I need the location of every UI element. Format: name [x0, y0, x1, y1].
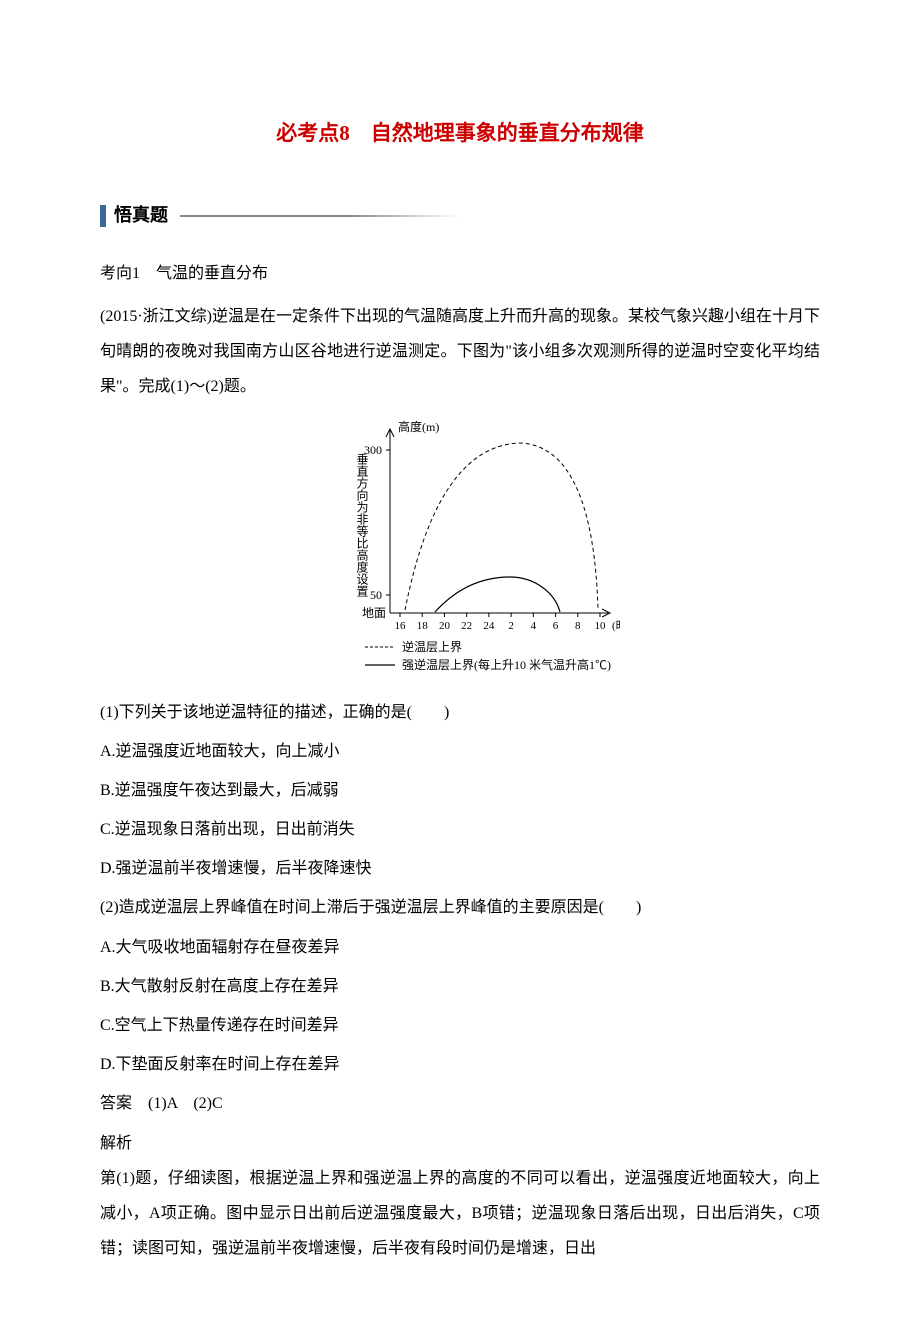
svg-text:10: 10 — [595, 620, 607, 632]
answer-line: 答案 (1)A (2)C — [100, 1086, 820, 1121]
section-bar — [100, 205, 106, 227]
svg-text:8: 8 — [575, 620, 581, 632]
q1-option-c: C.逆温现象日落前出现，日出前消失 — [100, 812, 820, 847]
svg-text:6: 6 — [553, 620, 559, 632]
svg-text:地面: 地面 — [362, 606, 386, 620]
q2-option-c: C.空气上下热量传递存在时间差异 — [100, 1008, 820, 1043]
q1-option-b: B.逆温强度午夜达到最大，后减弱 — [100, 773, 820, 808]
svg-text:高度(m): 高度(m) — [398, 419, 439, 434]
chart-svg: 高度(m)50300垂直方向为非等比高度设置地面1618202224246810… — [300, 415, 620, 685]
svg-text:18: 18 — [417, 620, 429, 632]
svg-text:22: 22 — [461, 620, 472, 632]
question-2: (2)造成逆温层上界峰值在时间上滞后于强逆温层上界峰值的主要原因是( ) — [100, 890, 820, 925]
svg-text:20: 20 — [439, 620, 451, 632]
svg-text:强逆温层上界(每上升10 米气温升高1℃): 强逆温层上界(每上升10 米气温升高1℃) — [402, 657, 611, 672]
q1-option-d: D.强逆温前半夜增速慢，后半夜降速快 — [100, 851, 820, 886]
intro-paragraph: (2015·浙江文综)逆温是在一定条件下出现的气温随高度上升而升高的现象。某校气… — [100, 299, 820, 405]
inversion-chart: 高度(m)50300垂直方向为非等比高度设置地面1618202224246810… — [100, 415, 820, 685]
section-label: 悟真题 — [114, 196, 168, 236]
topic-heading: 考向1 气温的垂直分布 — [100, 256, 820, 291]
svg-text:50: 50 — [370, 588, 382, 602]
section-line — [180, 215, 460, 217]
svg-text:4: 4 — [531, 620, 537, 632]
analysis-label: 解析 — [100, 1126, 820, 1161]
section-header: 悟真题 — [100, 196, 820, 236]
svg-text:垂直方向为非等比高度设置: 垂直方向为非等比高度设置 — [355, 452, 369, 596]
svg-text:2: 2 — [508, 620, 513, 632]
analysis-text: 第(1)题，仔细读图，根据逆温上界和强逆温上界的高度的不同可以看出，逆温强度近地… — [100, 1161, 820, 1267]
svg-text:(时): (时) — [612, 619, 620, 632]
svg-text:24: 24 — [483, 620, 495, 632]
q1-option-a: A.逆温强度近地面较大，向上减小 — [100, 734, 820, 769]
q2-option-b: B.大气散射反射在高度上存在差异 — [100, 969, 820, 1004]
q2-option-d: D.下垫面反射率在时间上存在差异 — [100, 1047, 820, 1082]
q2-option-a: A.大气吸收地面辐射存在昼夜差异 — [100, 930, 820, 965]
svg-text:逆温层上界: 逆温层上界 — [402, 639, 462, 654]
question-1: (1)下列关于该地逆温特征的描述，正确的是( ) — [100, 695, 820, 730]
page-title: 必考点8 自然地理事象的垂直分布规律 — [100, 110, 820, 156]
svg-text:16: 16 — [395, 620, 407, 632]
